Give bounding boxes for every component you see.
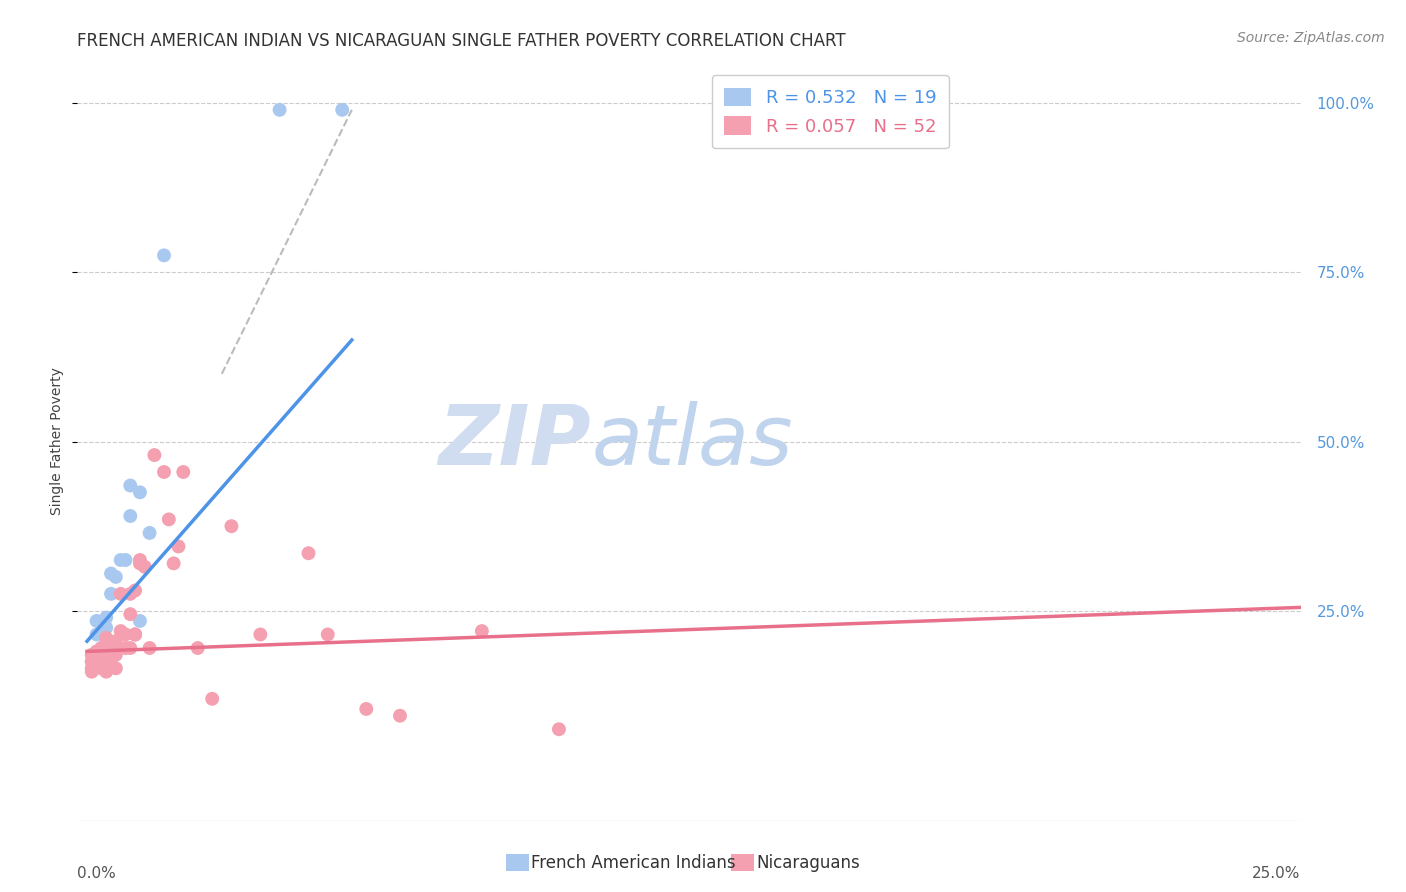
Point [388, 708, 411, 723]
Point [86, 627, 108, 641]
Point [356, 702, 378, 716]
Point [129, 614, 152, 628]
Point [86, 657, 108, 672]
Point [100, 644, 122, 658]
Point [104, 570, 127, 584]
Point [96, 665, 118, 679]
Point [187, 640, 209, 655]
Point [330, 103, 353, 117]
Point [114, 627, 136, 641]
Point [138, 525, 160, 540]
Point [124, 583, 146, 598]
Point [120, 478, 142, 492]
Point [153, 465, 176, 479]
Text: Source: ZipAtlas.com: Source: ZipAtlas.com [1237, 31, 1385, 45]
Text: 25.0%: 25.0% [1253, 866, 1301, 881]
Point [104, 648, 127, 662]
Point [96, 638, 118, 652]
Point [172, 465, 194, 479]
Point [80, 648, 103, 662]
Point [90, 640, 112, 655]
Point [129, 553, 152, 567]
Point [104, 640, 127, 655]
Point [138, 640, 160, 655]
Point [80, 665, 103, 679]
Point [153, 248, 176, 262]
Point [90, 640, 112, 655]
Point [124, 627, 146, 641]
Point [129, 485, 152, 500]
Text: 0.0%: 0.0% [77, 866, 117, 881]
Y-axis label: Single Father Poverty: Single Father Poverty [51, 368, 65, 516]
Point [90, 655, 112, 669]
Point [86, 655, 108, 669]
Point [163, 557, 186, 571]
Point [157, 512, 180, 526]
Text: atlas: atlas [591, 401, 793, 482]
Point [297, 546, 319, 560]
Point [124, 627, 146, 641]
Point [104, 661, 127, 675]
Point [167, 540, 190, 554]
Point [110, 624, 132, 639]
Point [110, 553, 132, 567]
Point [249, 627, 271, 641]
Point [120, 587, 142, 601]
Point [124, 627, 146, 641]
Point [110, 587, 132, 601]
Point [129, 557, 152, 571]
Point [548, 723, 571, 737]
Legend: R = 0.532   N = 19, R = 0.057   N = 52: R = 0.532 N = 19, R = 0.057 N = 52 [711, 75, 949, 148]
Text: FRENCH AMERICAN INDIAN VS NICARAGUAN SINGLE FATHER POVERTY CORRELATION CHART: FRENCH AMERICAN INDIAN VS NICARAGUAN SIN… [77, 32, 846, 50]
Text: French American Indians: French American Indians [531, 854, 737, 871]
Point [316, 627, 339, 641]
Text: Nicaraguans: Nicaraguans [756, 854, 860, 871]
Point [100, 648, 122, 662]
Point [120, 640, 142, 655]
Point [86, 644, 108, 658]
Point [86, 614, 108, 628]
Text: ZIP: ZIP [439, 401, 591, 482]
Point [80, 655, 103, 669]
Point [104, 634, 127, 648]
Point [100, 566, 122, 581]
Point [114, 640, 136, 655]
Point [90, 661, 112, 675]
Point [96, 610, 118, 624]
Point [86, 648, 108, 662]
Point [471, 624, 494, 639]
Point [120, 508, 142, 523]
Point [269, 103, 291, 117]
Point [96, 621, 118, 635]
Point [201, 691, 224, 706]
Point [80, 655, 103, 669]
Point [114, 553, 136, 567]
Point [80, 661, 103, 675]
Point [100, 655, 122, 669]
Point [120, 607, 142, 622]
Point [96, 631, 118, 645]
Point [221, 519, 243, 533]
Point [143, 448, 166, 462]
Point [100, 587, 122, 601]
Point [134, 559, 156, 574]
